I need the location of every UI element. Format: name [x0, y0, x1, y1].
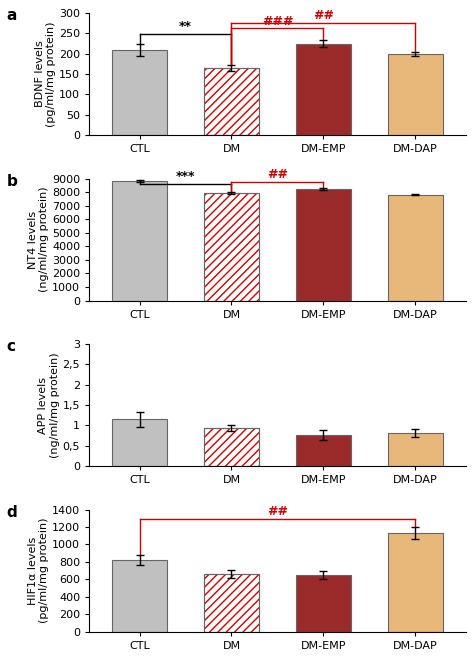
- Bar: [296, 435, 351, 466]
- Bar: [388, 195, 443, 301]
- Text: b: b: [6, 174, 17, 188]
- Bar: [204, 428, 259, 466]
- Bar: [204, 574, 259, 631]
- Bar: [112, 181, 167, 301]
- Bar: [204, 68, 259, 135]
- Bar: [388, 433, 443, 466]
- Text: ###: ###: [262, 14, 293, 28]
- Text: ***: ***: [176, 170, 195, 183]
- Y-axis label: APP levels
(ng/ml/mg protein): APP levels (ng/ml/mg protein): [38, 353, 60, 458]
- Text: **: **: [179, 20, 192, 33]
- Y-axis label: BDNF levels
(pg/ml/mg protein): BDNF levels (pg/ml/mg protein): [35, 21, 56, 127]
- Text: ##: ##: [313, 9, 334, 22]
- Text: c: c: [6, 339, 15, 354]
- Bar: [296, 575, 351, 631]
- Bar: [296, 43, 351, 135]
- Text: d: d: [6, 505, 17, 520]
- Bar: [112, 560, 167, 631]
- Bar: [204, 193, 259, 301]
- Bar: [204, 68, 259, 135]
- Bar: [112, 419, 167, 466]
- Bar: [388, 53, 443, 135]
- Text: ##: ##: [267, 168, 288, 181]
- Bar: [388, 533, 443, 631]
- Bar: [296, 189, 351, 301]
- Y-axis label: NT4 levels
(ng/ml/mg protein): NT4 levels (ng/ml/mg protein): [27, 186, 49, 293]
- Text: ##: ##: [267, 505, 288, 518]
- Y-axis label: HIF1α levels
(pg/ml/mg protein): HIF1α levels (pg/ml/mg protein): [27, 518, 49, 623]
- Bar: [112, 49, 167, 135]
- Bar: [204, 193, 259, 301]
- Text: a: a: [6, 8, 17, 23]
- Bar: [204, 574, 259, 631]
- Bar: [204, 428, 259, 466]
- Bar: [204, 428, 259, 466]
- Bar: [204, 574, 259, 631]
- Bar: [204, 193, 259, 301]
- Bar: [204, 68, 259, 135]
